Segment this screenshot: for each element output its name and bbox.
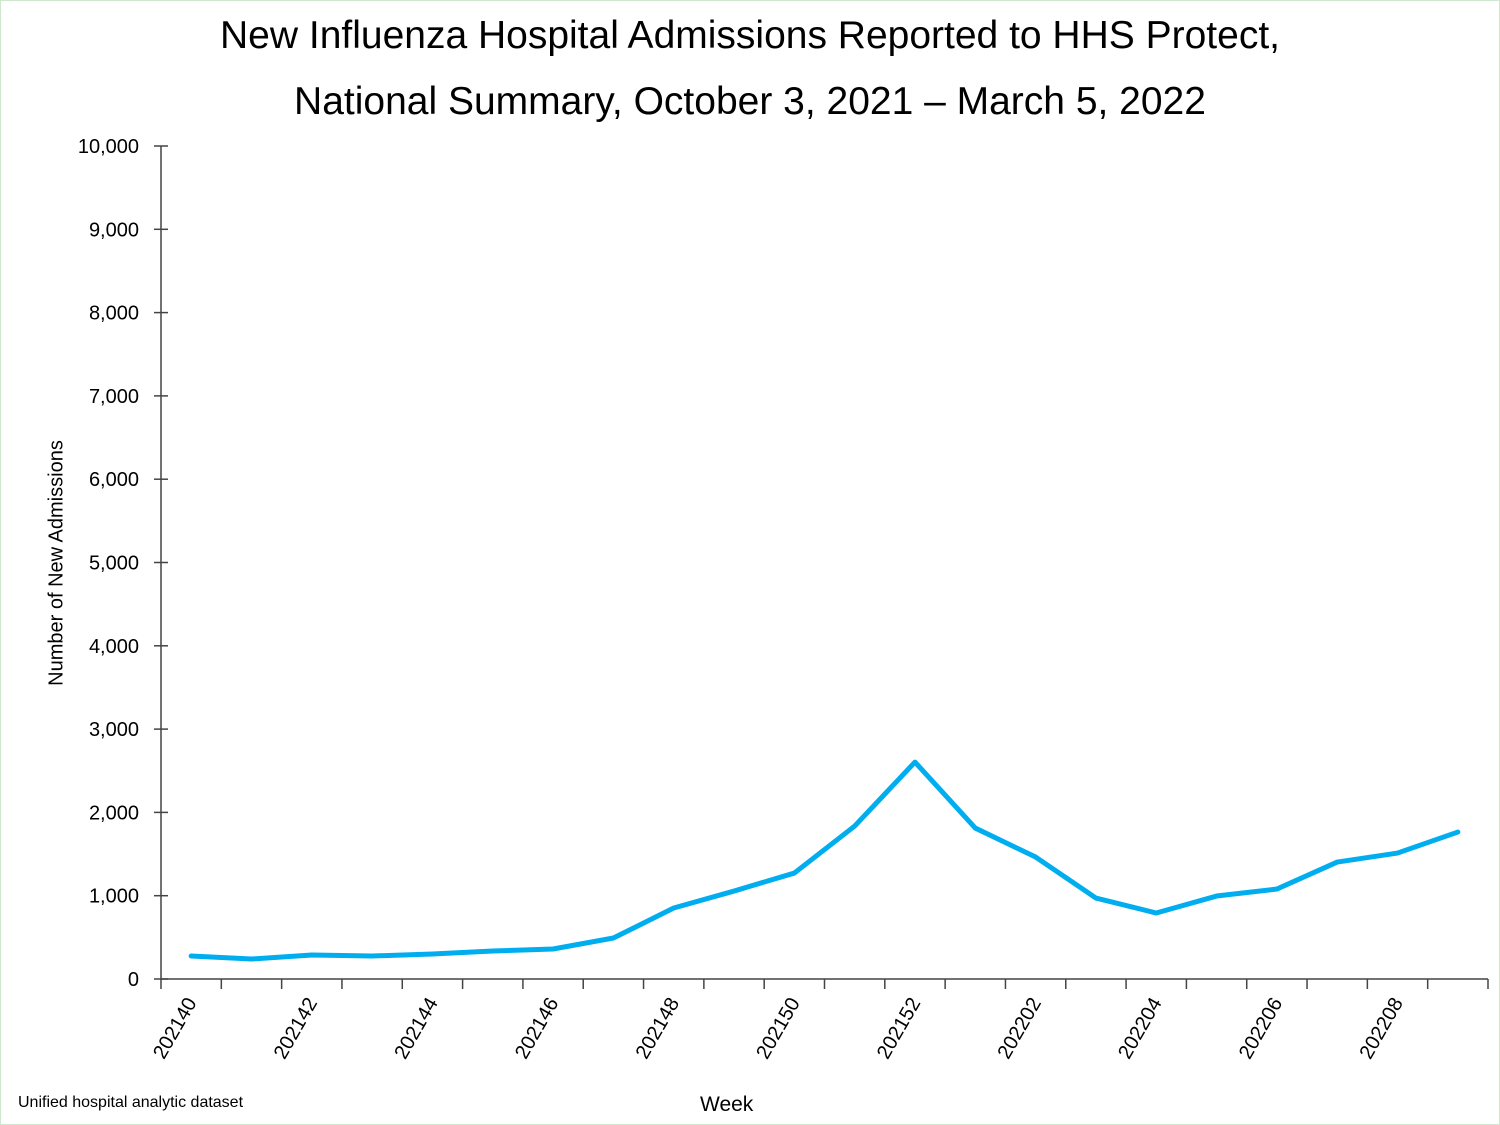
- y-tick-label: 9,000: [89, 219, 139, 241]
- x-tick-label: 202144: [390, 994, 442, 1063]
- x-tick-label: 202142: [270, 994, 322, 1063]
- x-axis-label: Week: [700, 1093, 754, 1116]
- x-tick-label: 202208: [1355, 994, 1407, 1063]
- y-tick-label: 4,000: [89, 636, 139, 658]
- x-tick-label: 202202: [994, 994, 1046, 1063]
- y-tick-label: 1,000: [89, 886, 139, 908]
- series-line: [188, 759, 1461, 962]
- y-tick-label: 7,000: [89, 386, 139, 408]
- x-tick-label: 202140: [149, 994, 201, 1063]
- y-tick-label: 10,000: [78, 136, 139, 158]
- x-tick-label: 202206: [1235, 994, 1287, 1063]
- y-tick-label: 2,000: [89, 802, 139, 824]
- y-tick-label: 6,000: [89, 469, 139, 491]
- source-note: Unified hospital analytic dataset: [18, 1094, 244, 1111]
- y-tick-label: 0: [128, 969, 139, 991]
- x-tick-label: 202146: [511, 994, 563, 1063]
- x-tick-label: 202204: [1114, 994, 1166, 1063]
- chart-title: New Influenza Hospital Admissions Report…: [220, 14, 1280, 57]
- x-tick-label: 202152: [873, 994, 925, 1063]
- y-tick-label: 3,000: [89, 719, 139, 741]
- y-tick-label: 5,000: [89, 553, 139, 575]
- x-tick-label: 202148: [632, 994, 684, 1063]
- chart-subtitle: National Summary, October 3, 2021 – Marc…: [294, 80, 1206, 123]
- y-tick-label: 8,000: [89, 303, 139, 325]
- x-tick-label: 202150: [752, 994, 804, 1063]
